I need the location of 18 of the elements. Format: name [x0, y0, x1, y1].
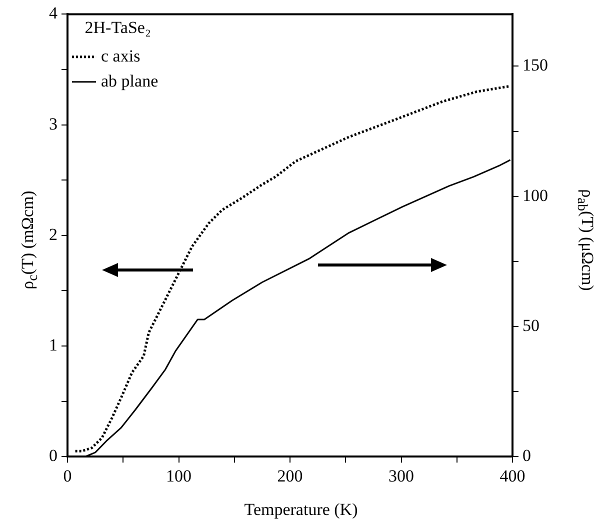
legend-label: ab plane	[101, 71, 158, 90]
y-tick-label: 0	[49, 446, 58, 466]
x-tick-label: 300	[388, 466, 414, 486]
y2-tick-label: 50	[522, 316, 540, 335]
y-tick-label: 2	[49, 224, 58, 244]
y-tick-label: 3	[49, 114, 58, 134]
x-axis-title: Temperature (K)	[244, 500, 358, 520]
y2-tick-label: 0	[522, 446, 531, 466]
y2-tick-label: 150	[522, 56, 548, 75]
x-tick-label: 100	[166, 466, 192, 486]
y-tick-label: 4	[49, 4, 58, 23]
x-tick-label: 0	[63, 466, 72, 486]
x-tick-label: 400	[500, 466, 526, 486]
legend-title: 2H-TaSe₂	[84, 18, 151, 37]
y2-tick-label: 100	[522, 186, 548, 205]
y-tick-label: 1	[49, 335, 58, 354]
x-tick-label: 200	[277, 466, 303, 486]
legend-label: c axis	[101, 46, 140, 66]
